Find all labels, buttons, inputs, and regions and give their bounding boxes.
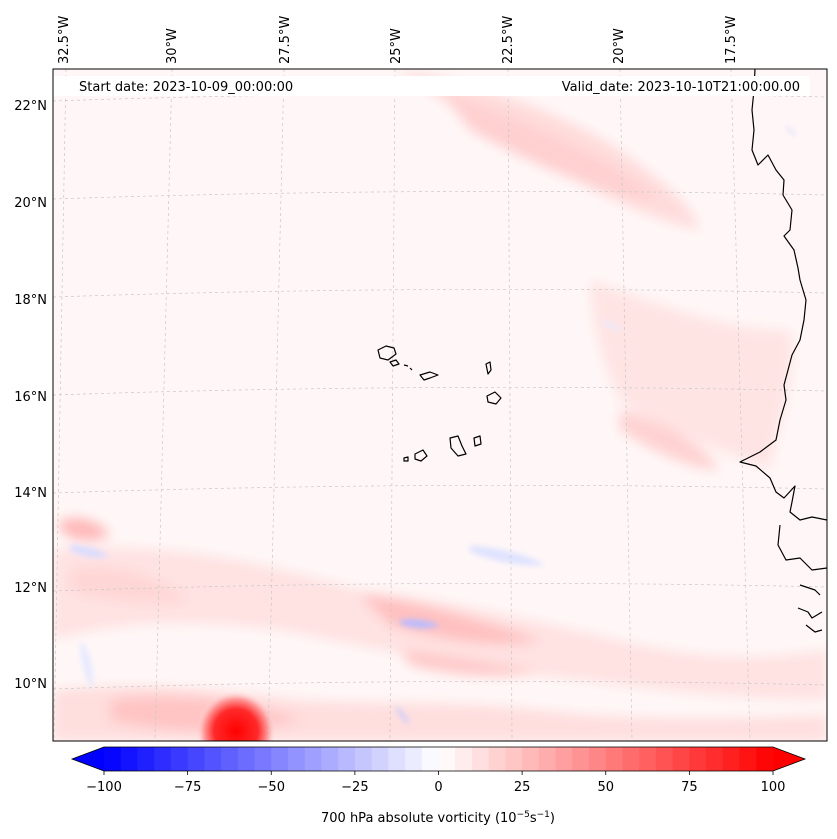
map-panel: Start date: 2023-10-09_00:00:00 Valid_da… (53, 69, 827, 741)
start-date-label: Start date: 2023-10-09_00:00:00 (79, 80, 293, 95)
lon-label-32-5w: 32.5°W (57, 16, 72, 64)
colorbar-swatch (237, 747, 256, 771)
lat-label-10n: 10°N (14, 677, 47, 692)
colorbar-swatch (371, 747, 389, 771)
colorbar-swatch (170, 747, 189, 771)
valid-date-label: Valid_date: 2023-10-10T21:00:00.00 (562, 80, 800, 95)
colorbar-max-extend-arrow (773, 747, 805, 771)
colorbar-min-extend-arrow (72, 747, 104, 771)
lon-label-30w: 30°W (165, 28, 180, 64)
colorbar-swatch (204, 747, 222, 771)
colorbar-swatch (522, 747, 540, 771)
colorbar-swatch (137, 747, 155, 771)
colorbar-swatch (706, 747, 724, 771)
colorbar-swatch (471, 747, 490, 771)
cape-verde-santa-luzia (403, 364, 413, 371)
lat-label-16n: 16°N (14, 390, 47, 405)
colorbar-swatch (739, 747, 757, 771)
colorbar-swatch (120, 747, 138, 771)
colorbar-swatch (555, 747, 573, 771)
colorbar-tick-label: −50 (258, 780, 285, 795)
cape-verde-boa-vista (486, 391, 502, 405)
colorbar-swatch (455, 747, 473, 771)
colorbar-tick-label: 100 (761, 780, 786, 795)
cape-verde-santo-antao (377, 345, 397, 361)
colorbar-tick-label: −75 (174, 780, 201, 795)
colorbar-swatch (154, 747, 172, 771)
cape-verde-sal (485, 361, 492, 375)
lat-label-18n: 18°N (14, 293, 47, 308)
colorbar-swatch (672, 747, 690, 771)
colorbar-tick-label: 0 (434, 780, 442, 795)
colorbar-swatch (221, 747, 239, 771)
vorticity-field-negative (70, 125, 797, 725)
cape-verde-maio (473, 435, 482, 447)
colorbar-axis-label: 700 hPa absolute vorticity (10−5s−1) (321, 810, 555, 826)
latitude-labels: 22°N 20°N 18°N 16°N 14°N 12°N 10°N (14, 99, 47, 692)
colorbar-swatch (354, 747, 373, 771)
colorbar-swatch (304, 747, 322, 771)
colorbar-swatch (589, 747, 607, 771)
colorbar-swatch (254, 747, 272, 771)
graticule (53, 69, 827, 741)
colorbar-swatch (689, 747, 707, 771)
map-frame (52, 68, 828, 742)
colorbar: −100 −75 −50 −25 0 25 50 75 100 700 hPa absolute… (70, 746, 807, 826)
colorbar-swatch (438, 747, 456, 771)
colorbar-swatch (722, 747, 741, 771)
colorbar-swatch (488, 747, 506, 771)
colorbar-swatch (605, 747, 623, 771)
vorticity-maximum-spot (196, 691, 276, 741)
colorbar-swatches (72, 747, 805, 771)
colorbar-swatch (538, 747, 557, 771)
colorbar-swatch (338, 747, 356, 771)
colorbar-tick-label: −100 (86, 780, 122, 795)
lon-label-25w: 25°W (389, 28, 404, 64)
colorbar-swatch (622, 747, 640, 771)
colorbar-swatch (572, 747, 590, 771)
colorbar-tick-label: 75 (681, 780, 698, 795)
colorbar-swatch (187, 747, 205, 771)
colorbar-swatch (655, 747, 674, 771)
lon-label-27-5w: 27.5°W (278, 16, 293, 64)
colorbar-ticks: −100 −75 −50 −25 0 25 50 75 100 (86, 771, 785, 795)
colorbar-swatch (321, 747, 339, 771)
colorbar-swatch (287, 747, 306, 771)
colorbar-swatch (388, 747, 406, 771)
lon-label-17-5w: 17.5°W (724, 16, 739, 64)
colorbar-swatch (271, 747, 289, 771)
colorbar-tick-label: 25 (514, 780, 531, 795)
senegal-gambia-coast (777, 524, 827, 633)
colorbar-tick-label: 50 (597, 780, 614, 795)
colorbar-swatch (421, 747, 439, 771)
lat-label-22n: 22°N (14, 99, 47, 114)
africa-coastline (739, 69, 827, 521)
colorbar-swatch (639, 747, 657, 771)
cape-verde-santiago (449, 435, 467, 457)
longitude-labels: 32.5°W 30°W 27.5°W 25°W 22.5°W 20°W 17.5… (57, 16, 739, 64)
lon-label-20w: 20°W (612, 28, 627, 64)
lat-label-12n: 12°N (14, 581, 47, 596)
colorbar-swatch (104, 747, 122, 771)
colorbar-swatch (756, 747, 774, 771)
cape-verde-fogo (414, 449, 428, 462)
colorbar-swatch (505, 747, 523, 771)
date-header-strip (53, 76, 810, 96)
cape-verde-sao-vicente (389, 359, 400, 367)
lon-label-22-5w: 22.5°W (501, 16, 516, 64)
coastlines (377, 69, 827, 633)
colorbar-tick-label: −25 (341, 780, 368, 795)
cape-verde-sao-nicolau (419, 371, 439, 381)
colorbar-swatch (405, 747, 423, 771)
lat-label-20n: 20°N (14, 196, 47, 211)
lat-label-14n: 14°N (14, 486, 47, 501)
cape-verde-brava (403, 456, 409, 462)
